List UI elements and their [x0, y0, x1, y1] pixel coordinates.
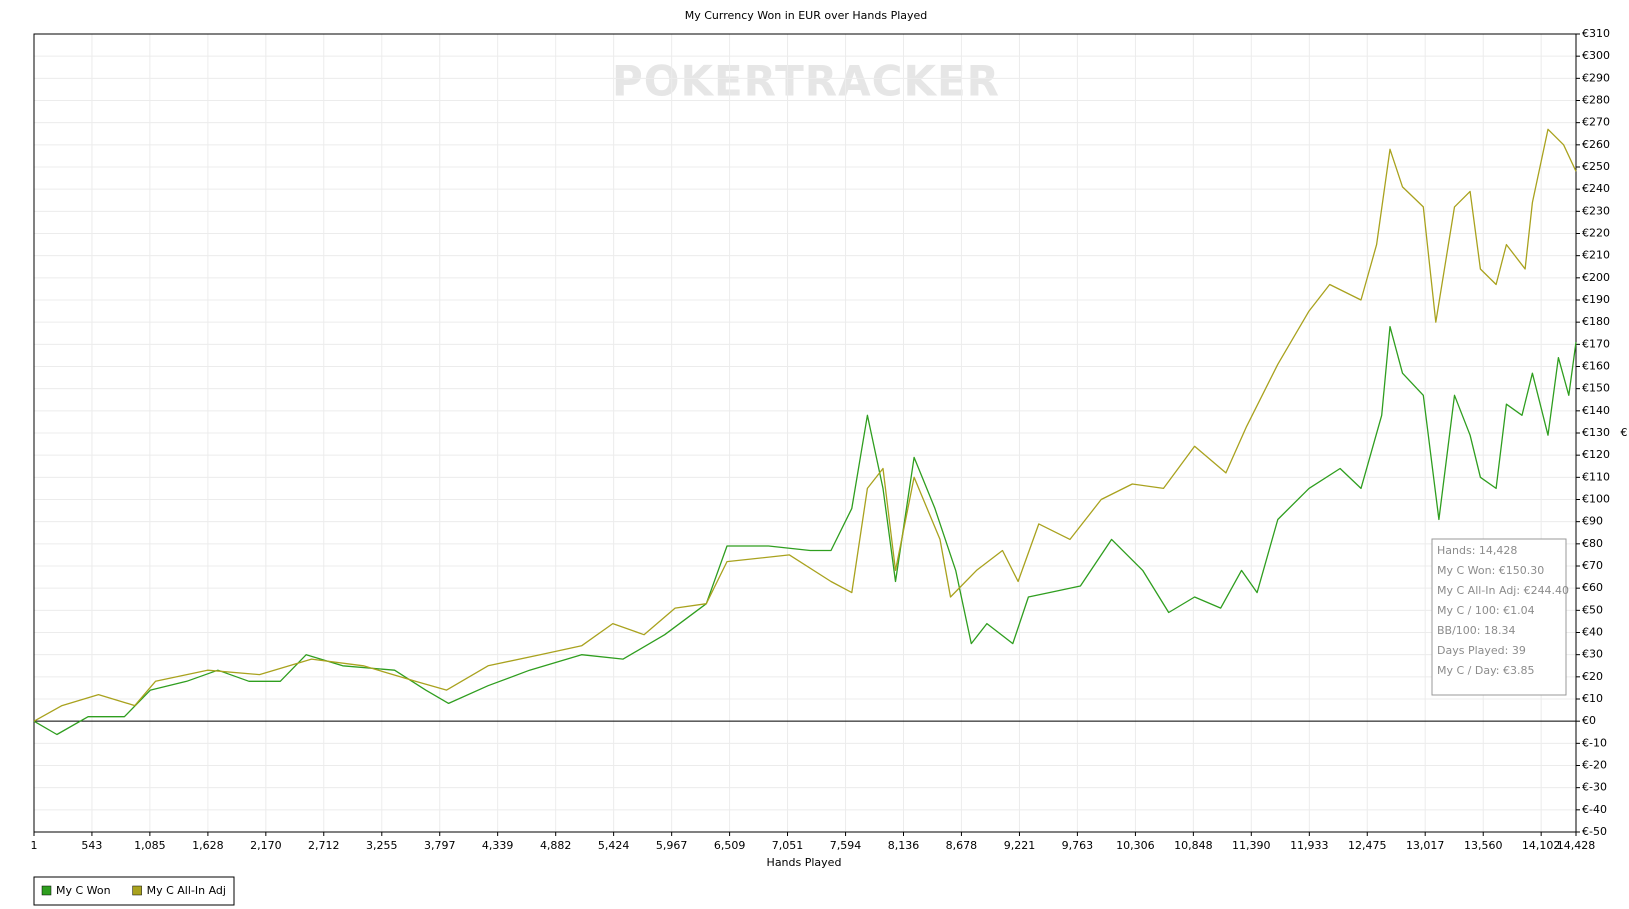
y-tick-label: €190 [1582, 293, 1610, 306]
y-tick-label: €90 [1582, 515, 1603, 528]
y-tick-label: €-10 [1582, 736, 1607, 749]
y-axis-label: € [1621, 426, 1628, 439]
y-tick-label: €160 [1582, 360, 1610, 373]
y-tick-label: €260 [1582, 138, 1610, 151]
line-series [33, 128, 1577, 722]
x-tick-label: 4,339 [482, 839, 514, 852]
y-tick-label: €290 [1582, 71, 1610, 84]
y-tick-label: €10 [1582, 692, 1603, 705]
legend-swatch [132, 885, 142, 896]
info-text: My C Won: €150.30 [1437, 564, 1544, 577]
x-tick-label: 2,170 [250, 839, 282, 852]
y-tick-label: €270 [1582, 116, 1610, 129]
y-tick-label: €170 [1582, 337, 1610, 350]
y-tick-label: €310 [1582, 27, 1610, 40]
y-tick-label: €80 [1582, 537, 1603, 550]
info-text: My C / Day: €3.85 [1437, 664, 1535, 677]
x-tick-label: 12,475 [1348, 839, 1387, 852]
x-tick-label: 14,428 [1557, 839, 1596, 852]
info-text: Days Played: 39 [1437, 644, 1526, 657]
x-tick-label: 3,255 [366, 839, 398, 852]
info-box [1431, 538, 1567, 696]
y-tick-label: €120 [1582, 448, 1610, 461]
y-tick-label: €-30 [1582, 781, 1607, 794]
x-tick-label: 8,678 [946, 839, 978, 852]
info-text: Hands: 14,428 [1437, 544, 1517, 557]
y-tick-label: €110 [1582, 470, 1610, 483]
legend-label: My C All-In Adj [147, 884, 226, 897]
x-tick-label: 5,424 [598, 839, 630, 852]
x-tick-label: 5,967 [656, 839, 688, 852]
y-tick-label: €30 [1582, 648, 1603, 661]
x-tick-label: 11,933 [1290, 839, 1329, 852]
y-tick-label: €180 [1582, 315, 1610, 328]
x-tick-label: 10,848 [1174, 839, 1213, 852]
x-tick-label: 1 [31, 839, 38, 852]
y-tick-label: €210 [1582, 249, 1610, 262]
y-tick-label: €70 [1582, 559, 1603, 572]
info-text: My C / 100: €1.04 [1437, 604, 1535, 617]
legend-swatch [41, 885, 52, 896]
x-tick-label: 13,017 [1406, 839, 1445, 852]
y-tick-label: €150 [1582, 382, 1610, 395]
y-tick-label: €200 [1582, 271, 1610, 284]
x-tick-label: 1,628 [192, 839, 224, 852]
x-tick-label: 543 [81, 839, 102, 852]
x-tick-label: 6,509 [714, 839, 746, 852]
y-tick-label: €-50 [1582, 825, 1607, 838]
y-tick-label: €230 [1582, 204, 1610, 217]
y-tick-label: €50 [1582, 603, 1603, 616]
x-tick-label: 13,560 [1464, 839, 1503, 852]
y-tick-label: €240 [1582, 182, 1610, 195]
x-tick-label: 9,221 [1004, 839, 1036, 852]
y-tick-label: €-40 [1582, 803, 1607, 816]
y-tick-label: €20 [1582, 670, 1603, 683]
y-tick-label: €220 [1582, 227, 1610, 240]
x-tick-label: 11,390 [1232, 839, 1271, 852]
y-tick-label: €250 [1582, 160, 1610, 173]
plot-frame [33, 33, 1577, 833]
y-tick-label: €60 [1582, 581, 1603, 594]
x-tick-label: 9,763 [1062, 839, 1094, 852]
x-tick-label: 14,102 [1522, 839, 1561, 852]
x-tick-label: 1,085 [134, 839, 166, 852]
chart-title: My Currency Won in EUR over Hands Played [685, 9, 928, 22]
x-tick-label: 7,594 [830, 839, 862, 852]
y-tick-label: €130 [1582, 426, 1610, 439]
x-tick-label: 4,882 [540, 839, 572, 852]
y-tick-label: €300 [1582, 49, 1610, 62]
x-tick-label: 10,306 [1116, 839, 1155, 852]
x-tick-label: 3,797 [424, 839, 456, 852]
legend-label: My C Won [56, 884, 111, 897]
x-axis-label: Hands Played [767, 856, 842, 869]
y-tick-label: €280 [1582, 94, 1610, 107]
y-tick-label: €0 [1582, 714, 1596, 727]
y-tick-label: €140 [1582, 404, 1610, 417]
info-text: BB/100: 18.34 [1437, 624, 1516, 637]
info-text: My C All-In Adj: €244.40 [1437, 584, 1569, 597]
x-tick-label: 2,712 [308, 839, 340, 852]
y-tick-label: €40 [1582, 626, 1603, 639]
watermark: POKERTRACKER [612, 57, 1000, 106]
y-tick-label: €-20 [1582, 759, 1607, 772]
y-tick-label: €100 [1582, 493, 1610, 506]
x-tick-label: 7,051 [772, 839, 804, 852]
x-tick-label: 8,136 [888, 839, 920, 852]
